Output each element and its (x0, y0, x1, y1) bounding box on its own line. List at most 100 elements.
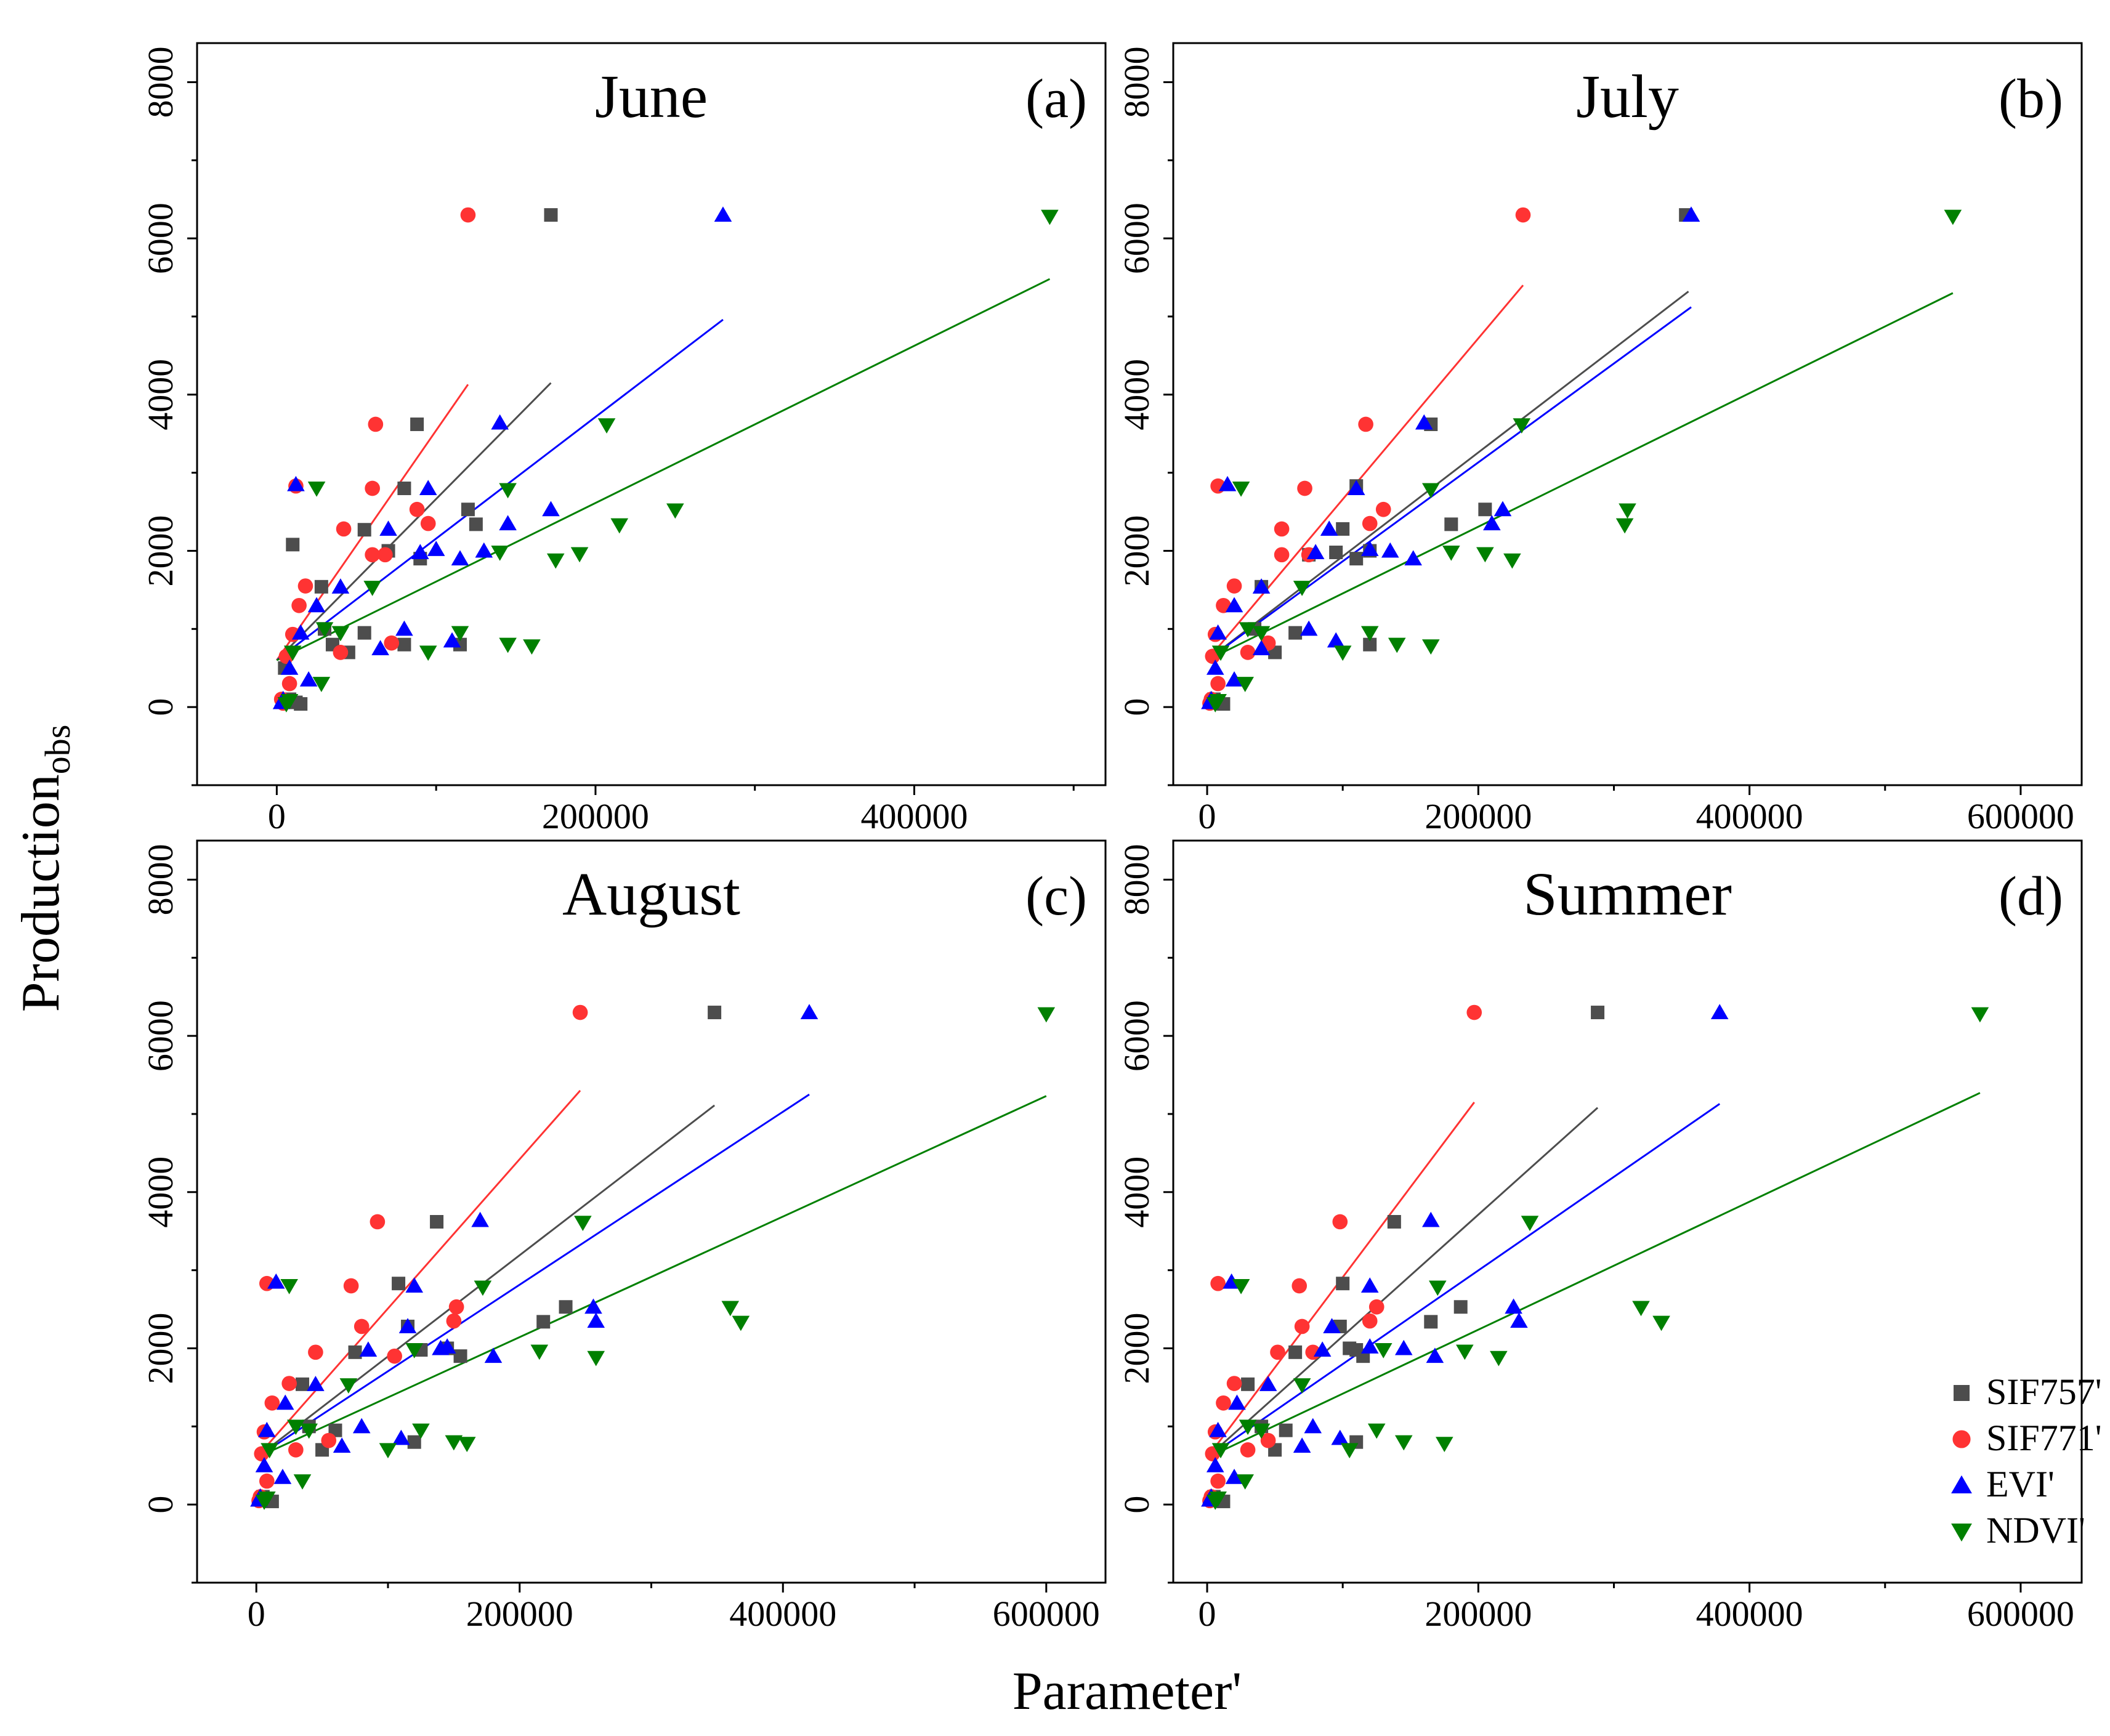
data-point (1510, 1312, 1528, 1328)
data-point (339, 1378, 358, 1394)
data-point (307, 1376, 325, 1391)
panel-d: 0 2000 4000 6000 8000 0 200000 400000 600000 Summ… (1117, 839, 2083, 1634)
data-point (1211, 645, 1230, 661)
data-point (280, 1279, 298, 1294)
data-point (1225, 1469, 1243, 1484)
data-point (1515, 207, 1531, 223)
data-point (1323, 1318, 1341, 1333)
data-point (299, 671, 318, 687)
fit-line-sif757 (1207, 291, 1689, 661)
data-point (1453, 1300, 1468, 1314)
data-point (666, 503, 684, 519)
data-point (446, 1313, 462, 1329)
data-point (499, 483, 517, 499)
data-point (1387, 1214, 1401, 1229)
y-axis-label-main: Production (11, 774, 71, 1012)
data-point (291, 624, 310, 640)
x-tick-label: 0 (248, 1594, 265, 1634)
data-point (1206, 697, 1224, 713)
data-point (491, 546, 509, 561)
fit-line-evi (276, 318, 724, 661)
data-point (359, 1341, 378, 1357)
data-point (281, 1376, 297, 1391)
data-point (1503, 553, 1521, 569)
data-point (1444, 517, 1458, 531)
data-point (384, 635, 400, 651)
panel-b: 0 2000 4000 6000 8000 0 200000 400000 600000 July… (1117, 42, 2083, 836)
data-point (491, 414, 509, 430)
fit-line-sif771 (256, 1089, 581, 1459)
data-point (1632, 1301, 1650, 1317)
data-point (343, 1278, 359, 1294)
data-point (1421, 639, 1440, 655)
data-point (1206, 659, 1224, 675)
data-point (1320, 520, 1338, 536)
data-point (1360, 541, 1379, 556)
y-tick-label: 4000 (140, 359, 180, 430)
data-point (1505, 1298, 1522, 1314)
data-point (1232, 482, 1250, 497)
data-point (1241, 1377, 1255, 1391)
data-point (261, 1443, 278, 1459)
data-point (1252, 1423, 1271, 1439)
data-point (570, 547, 589, 563)
data-point (1381, 542, 1399, 558)
x-tick-label: 200000 (466, 1594, 573, 1634)
data-point (1225, 671, 1243, 687)
data-point (407, 1435, 421, 1449)
y-tick-label: 8000 (1117, 844, 1157, 915)
data-point (1710, 1004, 1729, 1020)
legend-item: SIF771' (1952, 1418, 2102, 1458)
data-point (259, 1473, 275, 1489)
data-point (546, 553, 565, 569)
data-point (536, 1315, 551, 1329)
data-point (1415, 414, 1433, 430)
data-point (288, 1442, 304, 1458)
data-point (461, 503, 475, 517)
series-evi (1201, 206, 1700, 709)
data-point (1259, 1376, 1277, 1391)
data-point (365, 480, 380, 496)
data-point (397, 482, 411, 495)
data-point (1041, 209, 1059, 225)
y-tick-label: 2000 (1117, 1312, 1157, 1384)
data-point (1374, 1343, 1393, 1359)
data-point (1476, 547, 1494, 563)
data-point (1216, 1395, 1231, 1411)
data-point (1293, 1378, 1311, 1394)
data-point (257, 1421, 276, 1437)
data-point (1293, 1437, 1311, 1453)
data-point (1360, 1277, 1379, 1293)
legend-marker (1952, 1430, 1971, 1448)
data-point (365, 547, 380, 563)
data-point (1428, 1280, 1447, 1296)
data-point (280, 659, 299, 675)
fit-line-sif771 (1206, 285, 1524, 661)
data-point (1236, 1474, 1254, 1490)
y-tick-label: 6000 (1117, 203, 1157, 274)
data-point (451, 550, 469, 566)
legend-marker (1951, 1475, 1972, 1493)
data-point (398, 1318, 417, 1333)
data-point (371, 640, 389, 656)
x-tick-label: 600000 (1967, 1594, 2074, 1634)
data-point (395, 620, 413, 636)
data-point (1591, 1006, 1605, 1020)
data-point (307, 597, 326, 613)
data-point (1294, 1318, 1310, 1334)
data-point (460, 207, 476, 223)
data-point (584, 1298, 602, 1314)
data-point (333, 1437, 351, 1453)
y-tick-label: 8000 (140, 46, 180, 118)
data-point (255, 1456, 273, 1472)
data-point (333, 645, 349, 660)
data-point (314, 579, 328, 594)
data-point (1313, 1341, 1332, 1357)
x-tick-label: 200000 (542, 796, 649, 836)
x-tick-label: 200000 (1425, 796, 1532, 836)
data-point (1304, 1418, 1322, 1434)
data-point (300, 1423, 318, 1439)
panel-c: 0 2000 4000 6000 8000 0 200000 400000 600000 Augu… (140, 839, 1107, 1634)
data-point (1490, 1350, 1508, 1367)
